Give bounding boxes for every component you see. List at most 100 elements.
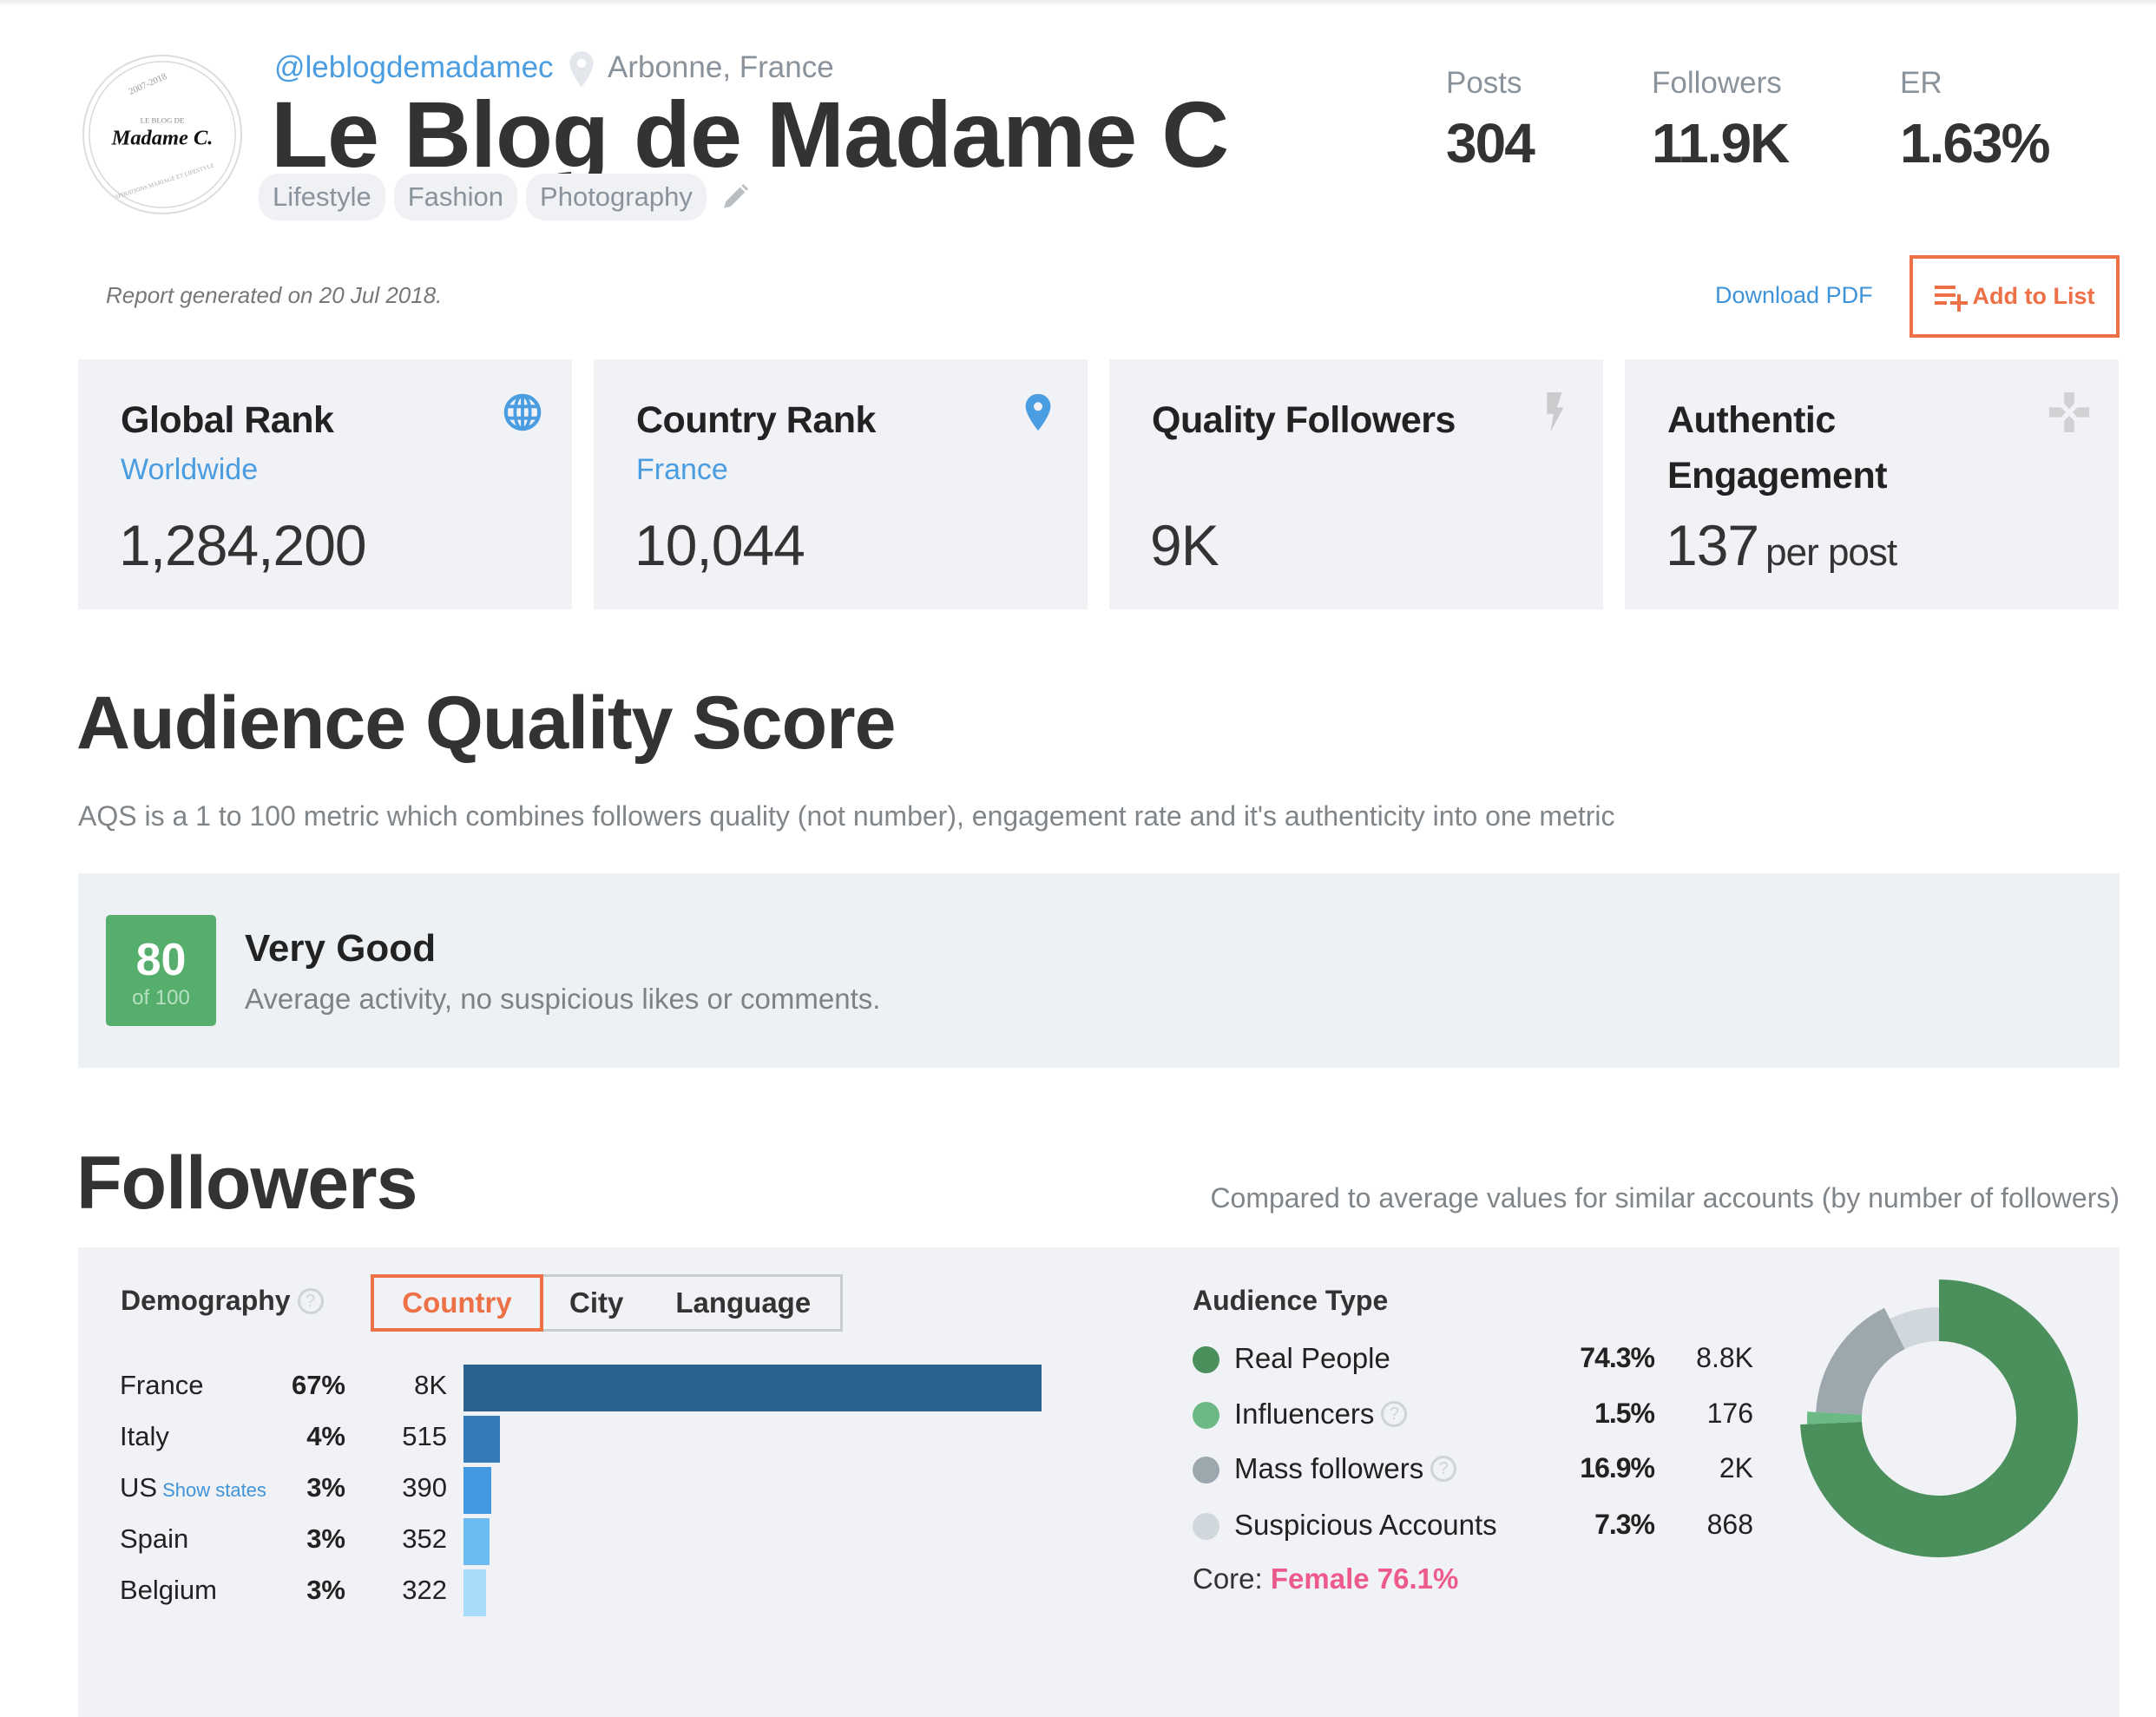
country-bar — [463, 1569, 486, 1616]
audience-label: Influencers? — [1234, 1398, 1408, 1431]
audience-row-suspicious: Suspicious Accounts 7.3% 868 — [1193, 1509, 1765, 1543]
aqs-score: 80 — [135, 935, 187, 985]
aqs-score-badge: 80 of 100 — [106, 915, 216, 1026]
download-pdf-link[interactable]: Download PDF — [1715, 282, 1873, 308]
country-percent: 3% — [306, 1472, 345, 1503]
edit-pencil-icon[interactable] — [720, 182, 750, 212]
country-bar — [463, 1365, 1042, 1411]
svg-text:2007-2018: 2007-2018 — [128, 71, 168, 97]
stat-followers-label: Followers — [1652, 66, 1782, 100]
country-name: Belgium — [120, 1575, 217, 1605]
audience-count: 176 — [1706, 1398, 1753, 1429]
donut-segment-mass-followers — [1816, 1307, 1905, 1415]
audience-row-real-people: Real People 74.3% 8.8K — [1193, 1342, 1765, 1377]
card-subtitle[interactable]: France — [636, 453, 728, 486]
donut-segment-real-people — [1800, 1280, 2078, 1557]
audience-percent: 7.3% — [1594, 1509, 1655, 1540]
followers-compare-note: Compared to average values for similar a… — [1210, 1182, 2120, 1214]
audience-row-influencers: Influencers? 1.5% 176 — [1193, 1398, 1765, 1432]
audience-percent: 74.3% — [1580, 1342, 1655, 1373]
stat-posts-value: 304 — [1446, 112, 1535, 174]
card-global-rank: Global Rank Worldwide 1,284,200 — [78, 359, 572, 609]
tag-fashion[interactable]: Fashion — [393, 174, 518, 220]
country-count: 8K — [414, 1370, 447, 1400]
demography-row: Spain 3% 352 — [120, 1518, 1075, 1565]
audience-label: Real People — [1234, 1342, 1390, 1375]
audience-count: 8.8K — [1696, 1342, 1753, 1373]
followers-heading: Followers — [76, 1141, 417, 1225]
followers-panel — [78, 1247, 2120, 1717]
card-authentic-engagement: Authentic Engagement 137 per post — [1625, 359, 2119, 609]
card-value: 9K — [1150, 513, 1219, 577]
lightning-icon — [1547, 392, 1564, 432]
audience-count: 868 — [1706, 1509, 1753, 1540]
category-tags: Lifestyle Fashion Photography — [259, 174, 750, 220]
country-name: US — [120, 1472, 158, 1503]
card-title: Authentic Engagement — [1667, 399, 1888, 497]
profile-location: Arbonne, France — [608, 50, 834, 84]
tab-language[interactable]: Language — [675, 1286, 812, 1319]
country-name: Italy — [120, 1421, 169, 1451]
top-shadow — [0, 0, 2156, 7]
demography-row: US Show states 3% 390 — [120, 1467, 1075, 1514]
profile-handle[interactable]: @leblogdemadamec — [274, 50, 554, 84]
audience-label-text: Influencers — [1234, 1398, 1375, 1430]
tab-country[interactable]: Country — [371, 1274, 543, 1332]
globe-icon — [503, 393, 542, 431]
country-bar — [463, 1467, 491, 1514]
country-count: 322 — [402, 1575, 447, 1605]
card-value-unit: per post — [1765, 531, 1897, 574]
help-icon[interactable]: ? — [1381, 1401, 1408, 1427]
country-bar — [463, 1416, 500, 1463]
demography-row: Belgium 3% 322 — [120, 1569, 1075, 1616]
card-value: 137 per post — [1666, 512, 1897, 578]
demography-label: Demography ? — [121, 1285, 324, 1317]
map-pin-icon — [1025, 393, 1051, 431]
tag-photography[interactable]: Photography — [526, 174, 707, 220]
stat-er-value: 1.63% — [1900, 112, 2050, 174]
country-bar — [463, 1518, 490, 1565]
svg-text:LE BLOG DE: LE BLOG DE — [141, 115, 185, 124]
stat-posts-label: Posts — [1446, 66, 1522, 100]
playlist-add-icon — [1934, 285, 1968, 312]
audience-label-text: Mass followers — [1234, 1452, 1424, 1484]
card-title: Quality Followers — [1152, 399, 1456, 441]
donut-segment-influencers — [1806, 1411, 1863, 1424]
demography-row: Italy 4% 515 — [120, 1416, 1075, 1463]
card-country-rank: Country Rank France 10,044 — [594, 359, 1088, 609]
core-value: Female 76.1% — [1270, 1562, 1459, 1595]
add-to-list-label: Add to List — [1972, 283, 2095, 309]
stat-er: ER 1.63% — [1900, 66, 2050, 175]
donut-segment-suspicious — [1890, 1307, 1939, 1350]
audience-row-mass-followers: Mass followers? 16.9% 2K — [1193, 1452, 1765, 1487]
help-icon[interactable]: ? — [1430, 1456, 1457, 1482]
report-generated-date: Report generated on 20 Jul 2018. — [106, 282, 443, 308]
card-subtitle[interactable]: Worldwide — [121, 453, 259, 486]
audience-percent: 16.9% — [1580, 1452, 1655, 1483]
card-title: Country Rank — [636, 399, 876, 441]
stat-er-label: ER — [1900, 66, 1942, 100]
help-icon[interactable]: ? — [297, 1287, 324, 1314]
aqs-description: AQS is a 1 to 100 metric which combines … — [78, 800, 1615, 832]
aqs-score-max: of 100 — [132, 986, 190, 1010]
audience-label: Mass followers? — [1234, 1452, 1457, 1485]
card-title: Global Rank — [121, 399, 334, 441]
legend-dot-icon — [1193, 1457, 1219, 1483]
aqs-panel: 80 of 100 Very Good Average activity, no… — [78, 873, 2120, 1068]
core-label: Core: — [1193, 1562, 1263, 1595]
audience-percent: 1.5% — [1594, 1398, 1655, 1429]
country-count: 515 — [402, 1421, 447, 1451]
tab-city[interactable]: City — [569, 1286, 624, 1319]
show-states-link[interactable]: Show states — [162, 1479, 266, 1501]
svg-text:Madame C.: Madame C. — [111, 127, 214, 150]
add-to-list-button[interactable]: Add to List — [1910, 255, 2120, 338]
audience-core: Core: Female 76.1% — [1193, 1562, 1458, 1595]
country-count: 352 — [402, 1523, 447, 1554]
aqs-heading: Audience Quality Score — [76, 681, 896, 765]
audience-label-text: Suspicious Accounts — [1234, 1509, 1497, 1541]
country-percent: 4% — [306, 1421, 345, 1451]
tag-lifestyle[interactable]: Lifestyle — [259, 174, 385, 220]
blog-logo-icon: 2007-2018 LE BLOG DE Madame C. INSPIRATI… — [89, 61, 236, 208]
audience-type-donut-chart — [1800, 1280, 2078, 1557]
card-value-number: 137 — [1666, 513, 1759, 577]
